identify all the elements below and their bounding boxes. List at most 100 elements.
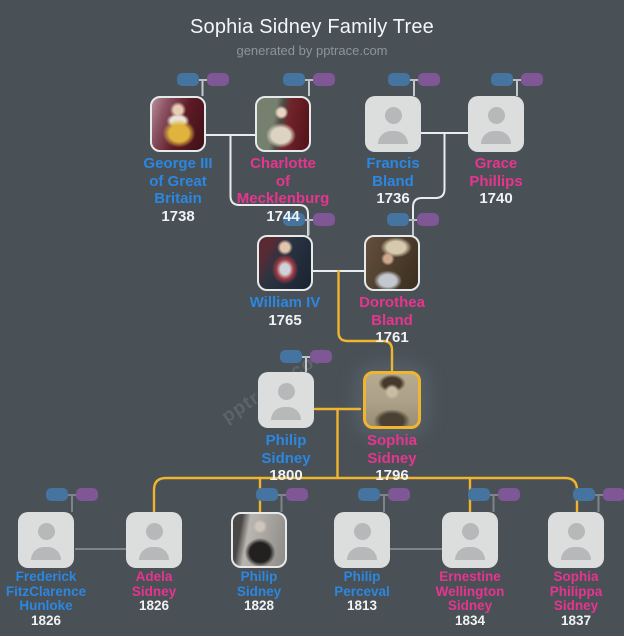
blue-pill-icon[interactable] bbox=[491, 73, 513, 86]
person-silhouette-icon bbox=[277, 383, 295, 400]
parent-pills-philip-1800 bbox=[280, 350, 332, 363]
person-silhouette-icon bbox=[481, 131, 511, 144]
page-title: Sophia Sidney Family Tree bbox=[189, 16, 434, 38]
purple-pill-icon[interactable] bbox=[497, 488, 520, 501]
person-year: 1738 bbox=[161, 207, 195, 225]
page-subtitle: generated by pptrace.com bbox=[236, 43, 388, 58]
blue-pill-icon[interactable] bbox=[358, 488, 380, 501]
avatar-placeholder[interactable] bbox=[18, 512, 74, 568]
person-silhouette-icon bbox=[139, 547, 169, 560]
pill-connector bbox=[487, 493, 500, 496]
purple-pill-icon[interactable] bbox=[313, 73, 335, 86]
person-silhouette-icon bbox=[378, 131, 408, 144]
blue-pill-icon[interactable] bbox=[467, 488, 490, 501]
blue-pill-icon[interactable] bbox=[176, 73, 199, 86]
person-silhouette-icon bbox=[561, 547, 591, 560]
person-year: 1796 bbox=[375, 467, 409, 484]
avatar-placeholder[interactable] bbox=[468, 96, 524, 152]
portrait-william-iv[interactable] bbox=[257, 235, 313, 291]
person-year: 1828 bbox=[243, 598, 275, 614]
person-name: Frederick FitzClarence Hunloke bbox=[5, 569, 87, 614]
pill-connector bbox=[302, 218, 315, 221]
person-name: Philip Perceval bbox=[334, 569, 390, 599]
pill-connector bbox=[66, 493, 78, 496]
purple-pill-icon[interactable] bbox=[76, 488, 98, 501]
person-name: Charlotte of Mecklenburg bbox=[236, 155, 330, 207]
person-year: 1736 bbox=[376, 190, 410, 207]
person-year: 1765 bbox=[268, 311, 302, 329]
purple-pill-icon[interactable] bbox=[285, 488, 308, 501]
person-name: Philip Sidney bbox=[261, 432, 311, 467]
person-silhouette-icon bbox=[31, 547, 61, 560]
pill-connector bbox=[300, 355, 312, 358]
blue-pill-icon[interactable] bbox=[283, 73, 305, 86]
person-year: 1813 bbox=[346, 598, 378, 614]
parent-pills-sophia-philippa bbox=[572, 488, 624, 501]
person-year: 1837 bbox=[560, 612, 592, 628]
person-year: 1826 bbox=[30, 612, 62, 628]
person-silhouette-icon bbox=[487, 107, 505, 124]
person-silhouette-icon bbox=[145, 523, 163, 540]
person-year: 1744 bbox=[266, 207, 300, 225]
portrait-dorothea-bland[interactable] bbox=[364, 235, 420, 291]
person-silhouette-icon bbox=[567, 523, 585, 540]
portrait-philip-sidney-1828[interactable] bbox=[231, 512, 287, 568]
person-year: 1761 bbox=[375, 329, 409, 346]
blue-pill-icon[interactable] bbox=[388, 73, 410, 86]
avatar-placeholder[interactable] bbox=[258, 372, 314, 428]
purple-pill-icon[interactable] bbox=[206, 73, 229, 86]
avatar-placeholder[interactable] bbox=[365, 96, 421, 152]
purple-pill-icon[interactable] bbox=[418, 73, 440, 86]
parent-pills-ernestine bbox=[467, 488, 520, 501]
person-name: Sophia Sidney bbox=[366, 432, 417, 467]
purple-pill-icon[interactable] bbox=[521, 73, 543, 86]
parent-pills-william bbox=[282, 213, 335, 226]
purple-pill-icon[interactable] bbox=[312, 213, 335, 226]
parent-pills-frederick bbox=[46, 488, 98, 501]
parent-pills-francis bbox=[388, 73, 440, 86]
blue-pill-icon[interactable] bbox=[255, 488, 278, 501]
avatar-placeholder[interactable] bbox=[548, 512, 604, 568]
blue-pill-icon[interactable] bbox=[280, 350, 302, 363]
parent-pills-dorothea bbox=[387, 213, 439, 226]
portrait-charlotte[interactable] bbox=[255, 96, 311, 152]
person-silhouette-icon bbox=[271, 407, 301, 420]
blue-pill-icon[interactable] bbox=[46, 488, 68, 501]
avatar-placeholder[interactable] bbox=[126, 512, 182, 568]
avatar-placeholder[interactable] bbox=[442, 512, 498, 568]
person-year: 1826 bbox=[138, 598, 170, 614]
person-name: Sophia Philippa Sidney bbox=[549, 569, 603, 614]
person-year: 1800 bbox=[269, 467, 303, 484]
person-name: Philip Sidney bbox=[236, 569, 282, 599]
blue-pill-icon[interactable] bbox=[282, 213, 305, 226]
pill-connector bbox=[275, 493, 288, 496]
pill-connector bbox=[592, 493, 605, 496]
person-name: Adela Sidney bbox=[131, 569, 177, 599]
portrait-sophia-sidney[interactable] bbox=[363, 371, 421, 429]
person-year: 1834 bbox=[454, 612, 486, 628]
blue-pill-icon[interactable] bbox=[572, 488, 595, 501]
person-name: William IV bbox=[249, 294, 321, 311]
purple-pill-icon[interactable] bbox=[417, 213, 439, 226]
person-name: Dorothea Bland bbox=[359, 294, 425, 329]
purple-pill-icon[interactable] bbox=[388, 488, 410, 501]
purple-pill-icon[interactable] bbox=[310, 350, 332, 363]
person-silhouette-icon bbox=[37, 523, 55, 540]
pill-connector bbox=[511, 78, 523, 81]
person-name: Ernestine Wellington Sidney bbox=[435, 569, 505, 614]
parent-pills-george bbox=[176, 73, 229, 86]
person-year: 1740 bbox=[479, 190, 513, 207]
parent-pills-charlotte bbox=[283, 73, 335, 86]
avatar-placeholder[interactable] bbox=[334, 512, 390, 568]
pill-connector bbox=[196, 78, 209, 81]
purple-pill-icon[interactable] bbox=[602, 488, 624, 501]
blue-pill-icon[interactable] bbox=[387, 213, 409, 226]
person-silhouette-icon bbox=[461, 523, 479, 540]
parent-pills-grace bbox=[491, 73, 543, 86]
person-name: Francis Bland bbox=[366, 155, 420, 190]
pill-connector bbox=[303, 78, 315, 81]
portrait-george-iii[interactable] bbox=[150, 96, 206, 152]
person-silhouette-icon bbox=[384, 107, 402, 124]
